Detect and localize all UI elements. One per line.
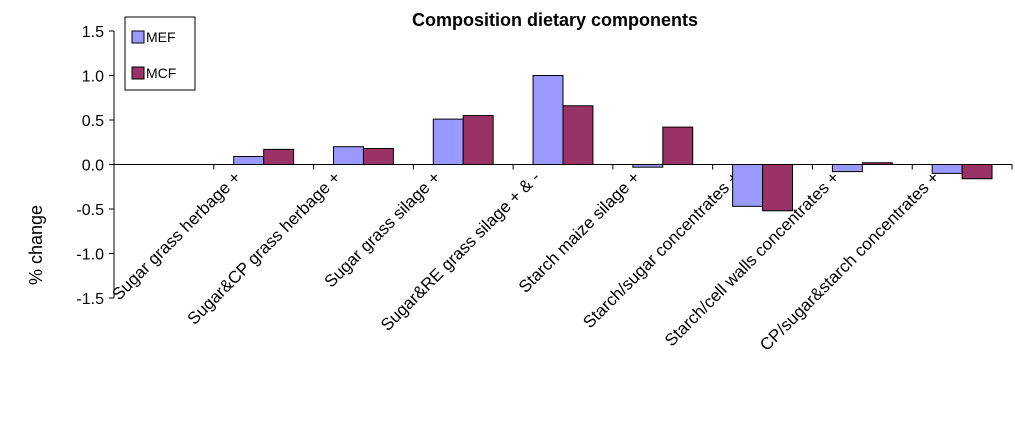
y-axis-title: % change xyxy=(26,205,46,285)
y-tick-label: 1.0 xyxy=(82,69,104,86)
bar xyxy=(333,146,364,165)
bar xyxy=(462,115,494,166)
chart-title: Composition dietary components xyxy=(412,10,698,30)
x-tick-label: Sugar&RE grass silage + & - xyxy=(377,168,544,335)
bar xyxy=(732,164,764,207)
y-tick-label: 1.5 xyxy=(82,24,104,41)
bar xyxy=(662,126,694,166)
bar xyxy=(931,164,963,174)
y-tick-label: 0.0 xyxy=(82,158,104,175)
bar xyxy=(432,118,464,165)
bar xyxy=(362,147,394,165)
legend-label: MCF xyxy=(146,65,176,81)
bar xyxy=(831,164,863,173)
y-tick-label: -1.0 xyxy=(76,247,104,264)
y-tick-label: -1.5 xyxy=(76,291,104,308)
bar xyxy=(532,75,564,165)
bar xyxy=(632,164,664,168)
bar xyxy=(961,164,993,180)
bar xyxy=(233,155,265,166)
bar xyxy=(562,105,594,166)
bar xyxy=(263,148,295,165)
x-tick-label: Starch/sugar concentrates + xyxy=(579,168,743,332)
bar xyxy=(861,162,893,166)
legend-label: MEF xyxy=(146,29,176,45)
bar xyxy=(762,164,793,212)
legend-swatch xyxy=(131,66,145,80)
legend-swatch xyxy=(131,30,145,44)
y-tick-label: -0.5 xyxy=(76,202,104,219)
y-tick-label: 0.5 xyxy=(82,113,104,130)
